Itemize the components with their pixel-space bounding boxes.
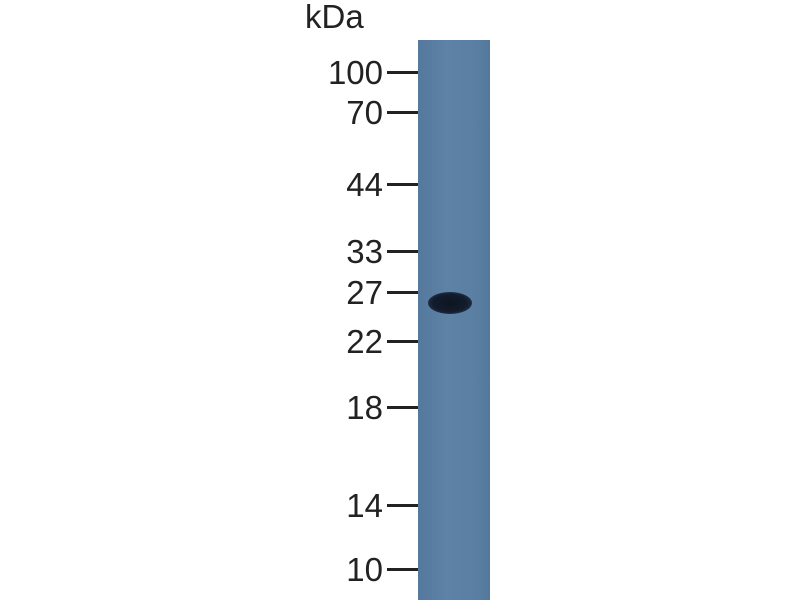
marker-label: 100 — [327, 54, 383, 91]
marker-100: 100 — [270, 55, 420, 91]
marker-label: 44 — [346, 166, 383, 203]
marker-tick — [387, 504, 420, 507]
marker-18: 18 — [270, 390, 420, 426]
marker-label: 27 — [346, 274, 383, 311]
marker-tick — [387, 291, 420, 294]
marker-22: 22 — [270, 324, 420, 360]
marker-tick — [387, 250, 420, 253]
marker-tick — [387, 71, 420, 74]
marker-14: 14 — [270, 488, 420, 524]
marker-label: 14 — [346, 487, 383, 524]
marker-tick — [387, 406, 420, 409]
marker-70: 70 — [270, 95, 420, 131]
unit-label: kDa — [305, 0, 364, 35]
marker-tick — [387, 183, 420, 186]
blot-lane — [418, 40, 490, 600]
marker-tick — [387, 111, 420, 114]
protein-band — [428, 292, 472, 314]
marker-tick — [387, 568, 420, 571]
marker-tick — [387, 340, 420, 343]
marker-27: 27 — [270, 275, 420, 311]
marker-label: 22 — [346, 323, 383, 360]
marker-label: 18 — [346, 389, 383, 426]
marker-33: 33 — [270, 234, 420, 270]
marker-label: 33 — [346, 233, 383, 270]
marker-label: 10 — [346, 551, 383, 588]
marker-10: 10 — [270, 552, 420, 588]
marker-label: 70 — [346, 94, 383, 131]
marker-44: 44 — [270, 167, 420, 203]
